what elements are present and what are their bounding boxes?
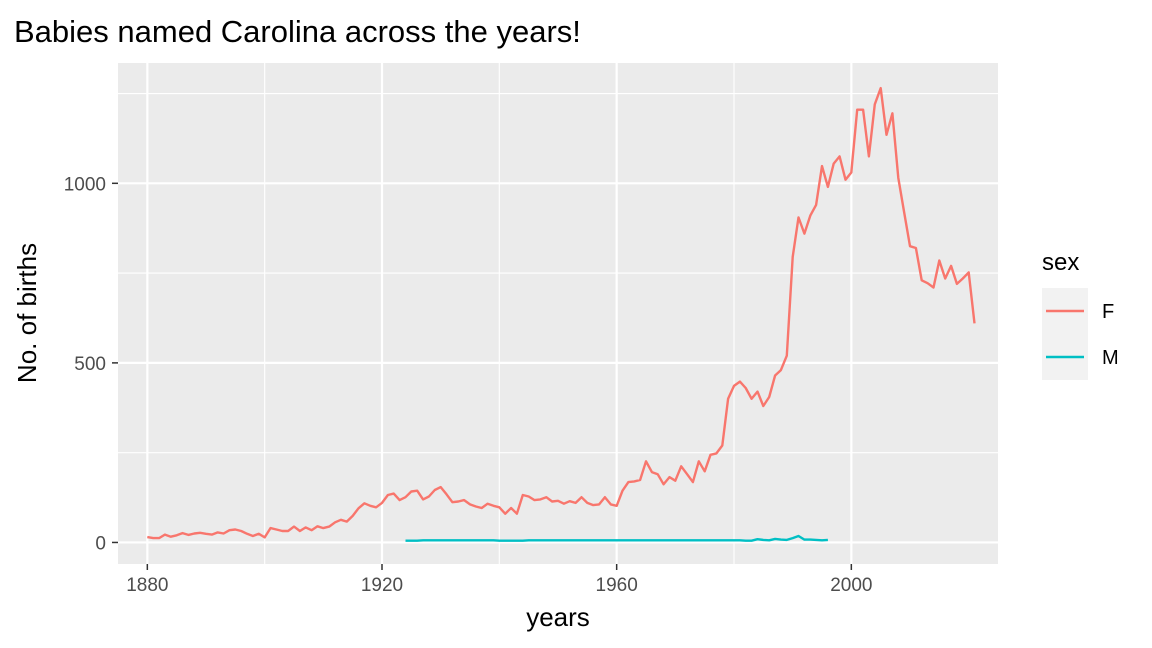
gridlines (118, 63, 998, 564)
legend: sex F M (1042, 249, 1119, 380)
y-tick-label: 0 (95, 533, 106, 554)
legend-title: sex (1042, 249, 1079, 276)
y-axis-title: No. of births (12, 243, 42, 383)
series-lines (147, 86, 976, 542)
x-tick-label: 1920 (361, 575, 403, 596)
x-tick-label: 1880 (126, 575, 168, 596)
y-axis: 0 500 1000 (64, 174, 118, 554)
y-tick-label: 500 (74, 354, 106, 375)
series-line-m (405, 534, 828, 542)
x-axis: 1880 1920 1960 2000 (126, 564, 872, 596)
y-tick-label: 1000 (64, 174, 106, 195)
legend-label-m: M (1102, 347, 1119, 369)
chart-title: Babies named Carolina across the years! (14, 14, 581, 49)
series-line-f (147, 86, 976, 540)
legend-label-f: F (1102, 301, 1114, 323)
x-tick-label: 2000 (830, 575, 872, 596)
x-tick-label: 1960 (596, 575, 638, 596)
legend-key-background (1042, 288, 1088, 380)
x-axis-title: years (526, 602, 590, 632)
